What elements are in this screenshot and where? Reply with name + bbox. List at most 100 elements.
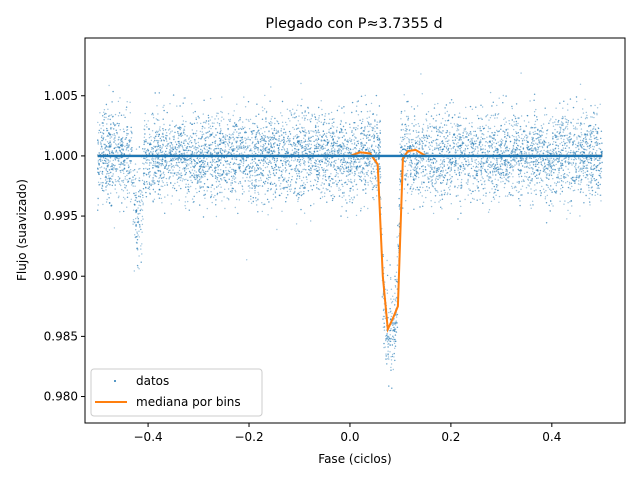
- data-point: [449, 133, 451, 135]
- data-point: [459, 149, 462, 152]
- data-point: [153, 162, 155, 164]
- data-point: [515, 149, 517, 151]
- data-point: [432, 140, 435, 142]
- data-point: [303, 161, 305, 163]
- data-point: [439, 199, 441, 201]
- data-point: [318, 131, 321, 134]
- data-point: [579, 159, 582, 161]
- data-point: [195, 149, 198, 151]
- data-point: [182, 130, 185, 132]
- data-point: [339, 168, 341, 171]
- data-point: [227, 138, 230, 140]
- data-point: [255, 200, 257, 202]
- data-point: [555, 159, 557, 161]
- data-point: [330, 149, 333, 151]
- data-point: [128, 172, 130, 175]
- data-point: [249, 177, 251, 179]
- data-point: [588, 131, 590, 133]
- data-point: [510, 124, 513, 127]
- data-point: [317, 145, 319, 148]
- data-point: [97, 161, 100, 163]
- data-point: [353, 196, 355, 198]
- data-point: [562, 140, 565, 143]
- data-point: [185, 196, 187, 198]
- data-point: [220, 129, 222, 132]
- data-point: [524, 175, 526, 178]
- data-point: [582, 175, 585, 177]
- data-point: [279, 188, 282, 190]
- data-point: [270, 207, 273, 209]
- data-point: [426, 152, 428, 154]
- data-point: [212, 132, 214, 134]
- data-point: [489, 127, 492, 130]
- data-point: [332, 146, 334, 149]
- data-point: [158, 119, 160, 122]
- data-point: [577, 167, 579, 169]
- data-point: [425, 118, 427, 120]
- data-point: [306, 172, 308, 174]
- data-point: [235, 191, 237, 193]
- data-point: [299, 144, 301, 146]
- data-point: [579, 139, 582, 142]
- data-point: [555, 151, 557, 153]
- data-point: [370, 149, 372, 151]
- data-point: [395, 316, 398, 318]
- data-point: [211, 201, 213, 204]
- data-point: [162, 181, 164, 184]
- data-point: [194, 147, 196, 149]
- data-point: [396, 256, 398, 258]
- data-point: [213, 171, 215, 173]
- data-point: [234, 181, 236, 183]
- data-point: [477, 170, 479, 172]
- data-point: [373, 128, 375, 130]
- data-point: [249, 166, 251, 168]
- data-point: [586, 160, 589, 162]
- data-point: [260, 153, 262, 155]
- data-point: [184, 158, 186, 160]
- data-point: [512, 182, 514, 185]
- data-point: [314, 124, 317, 127]
- data-point: [431, 130, 433, 132]
- data-point: [284, 163, 287, 165]
- data-point: [210, 152, 212, 154]
- data-point: [564, 115, 566, 118]
- data-point: [442, 160, 444, 162]
- data-point: [299, 139, 301, 142]
- data-point: [182, 120, 185, 122]
- data-point: [297, 149, 300, 151]
- data-point: [507, 161, 509, 163]
- data-point: [495, 194, 497, 196]
- data-point: [383, 329, 386, 331]
- data-point: [416, 131, 418, 134]
- data-point: [487, 168, 489, 171]
- data-point: [306, 181, 308, 184]
- data-point: [529, 156, 531, 159]
- data-point: [282, 160, 285, 162]
- data-point: [214, 140, 217, 142]
- data-point: [343, 182, 346, 184]
- data-point: [491, 182, 493, 184]
- data-point: [398, 235, 400, 237]
- data-point: [143, 157, 145, 159]
- data-point: [467, 134, 470, 136]
- data-point: [549, 158, 551, 160]
- data-point: [140, 190, 142, 192]
- data-point: [407, 176, 409, 178]
- data-point: [178, 161, 180, 164]
- data-point: [543, 163, 546, 165]
- data-point: [315, 132, 317, 134]
- data-point: [294, 152, 296, 154]
- data-point: [132, 185, 134, 187]
- data-point: [106, 148, 108, 151]
- data-point: [113, 134, 115, 136]
- data-point: [471, 190, 474, 193]
- data-point: [551, 116, 554, 118]
- data-point: [507, 161, 509, 164]
- data-point: [535, 158, 538, 161]
- data-point: [343, 170, 345, 173]
- data-point: [572, 161, 574, 164]
- data-point: [378, 149, 380, 151]
- data-point: [300, 82, 302, 85]
- data-point: [449, 151, 451, 153]
- data-point: [565, 150, 567, 152]
